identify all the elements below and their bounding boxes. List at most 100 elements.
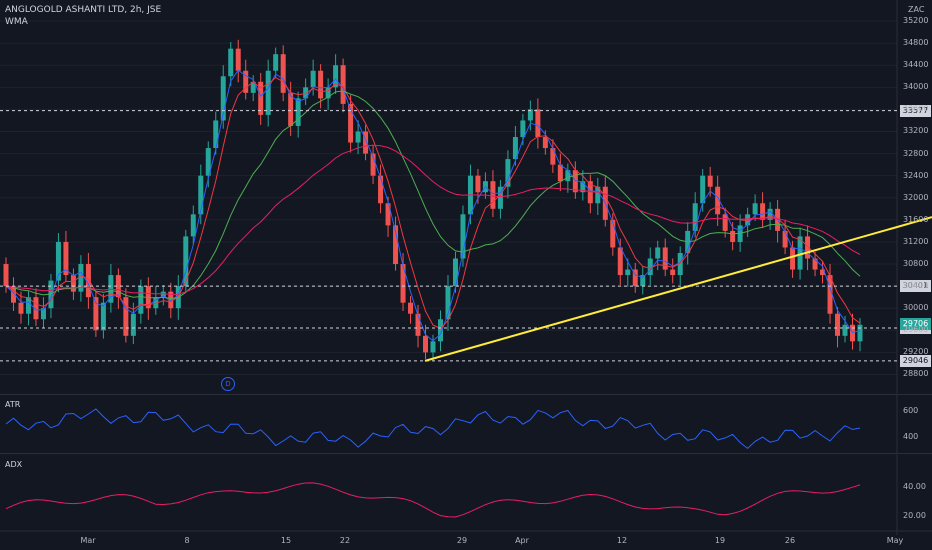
candle	[265, 70, 271, 115]
indicator-label: WMA	[5, 17, 28, 27]
candle	[190, 214, 196, 237]
candle	[437, 319, 443, 342]
wma-fast-line	[5, 69, 861, 342]
candle	[213, 120, 219, 149]
candle	[63, 241, 69, 276]
price-tick-label: 33600	[903, 104, 929, 114]
candle	[677, 252, 683, 276]
time-tick-label: 12	[616, 536, 628, 545]
candle	[640, 275, 646, 287]
candle	[415, 313, 421, 336]
atr-tick-label: 600	[903, 406, 919, 415]
candle	[730, 230, 736, 242]
candle	[123, 297, 129, 336]
candle	[205, 148, 211, 176]
candle	[722, 214, 728, 231]
adx-line	[5, 482, 861, 518]
adx-tick-label: 40.00	[903, 481, 926, 491]
candle	[108, 275, 114, 303]
candle	[40, 308, 46, 320]
candle	[820, 269, 826, 276]
candle	[183, 236, 189, 287]
time-tick-label: 22	[339, 536, 351, 545]
price-tick-label: 35200	[903, 16, 929, 26]
candle	[325, 87, 331, 99]
candle	[632, 269, 638, 287]
candle	[805, 236, 811, 259]
price-tick-label: 28800	[903, 369, 929, 379]
level-price-tag[interactable]: 29046	[900, 354, 931, 367]
price-tick-label: 29200	[903, 347, 929, 357]
price-tick-label: 34400	[903, 60, 929, 70]
currency-label: ZAC	[908, 5, 925, 14]
candle	[445, 286, 451, 320]
wma-slow-line	[5, 144, 861, 296]
candle	[752, 203, 758, 215]
candle	[385, 203, 391, 226]
pane-divider[interactable]	[0, 394, 932, 395]
candle	[580, 181, 586, 193]
candle	[490, 181, 496, 209]
candle	[782, 230, 788, 248]
candle	[273, 54, 279, 71]
time-tick-label: May	[886, 536, 904, 545]
candle	[760, 203, 766, 220]
price-tick-label: 32000	[903, 192, 929, 202]
candle	[235, 48, 241, 71]
candle	[3, 264, 9, 287]
candle	[198, 175, 204, 215]
price-tick-label: 29600	[903, 325, 929, 335]
candle	[550, 148, 556, 165]
candle	[827, 275, 833, 314]
candle	[348, 103, 354, 143]
price-tick-label: 30400	[903, 281, 929, 291]
candle	[857, 324, 863, 342]
candle	[295, 98, 301, 126]
candle	[670, 269, 676, 276]
price-tick-label: 32400	[903, 170, 929, 180]
price-tick-label: 30000	[903, 303, 929, 313]
candle	[18, 302, 24, 314]
candle	[497, 186, 503, 209]
level-price-tag[interactable]: 30401	[900, 280, 931, 293]
candle	[745, 214, 751, 226]
candle	[400, 264, 406, 303]
candle	[565, 170, 571, 182]
candle	[153, 297, 159, 309]
candle	[835, 313, 841, 336]
pane-divider[interactable]	[0, 453, 932, 454]
last-price-tag: 29706	[900, 318, 931, 331]
candle	[33, 297, 39, 320]
candle	[55, 241, 61, 281]
trendline	[424, 216, 932, 362]
candle	[100, 302, 106, 331]
candle	[700, 175, 706, 204]
level-price-tag[interactable]: 33577	[900, 104, 931, 117]
dividend-marker-icon[interactable]: D	[221, 377, 235, 391]
candle	[423, 335, 429, 353]
wma-mid-line	[5, 76, 861, 330]
candle	[512, 137, 518, 160]
time-tick-label: Mar	[80, 536, 96, 545]
candle	[280, 54, 286, 93]
candle	[318, 70, 324, 99]
candle	[408, 302, 414, 314]
candle	[692, 203, 698, 231]
candle	[355, 131, 361, 143]
candle	[460, 214, 466, 259]
wma-green-line	[5, 90, 861, 300]
candle	[767, 208, 773, 220]
candle	[378, 175, 384, 204]
candle	[340, 65, 346, 104]
candle	[812, 258, 818, 270]
candle	[288, 92, 294, 126]
candle	[363, 131, 369, 154]
candle	[520, 120, 526, 138]
candle	[595, 186, 601, 204]
candle	[452, 258, 458, 287]
candle	[535, 109, 541, 138]
price-tick-label: 31200	[903, 236, 929, 246]
price-tick-label: 30800	[903, 259, 929, 269]
candle	[220, 76, 226, 121]
